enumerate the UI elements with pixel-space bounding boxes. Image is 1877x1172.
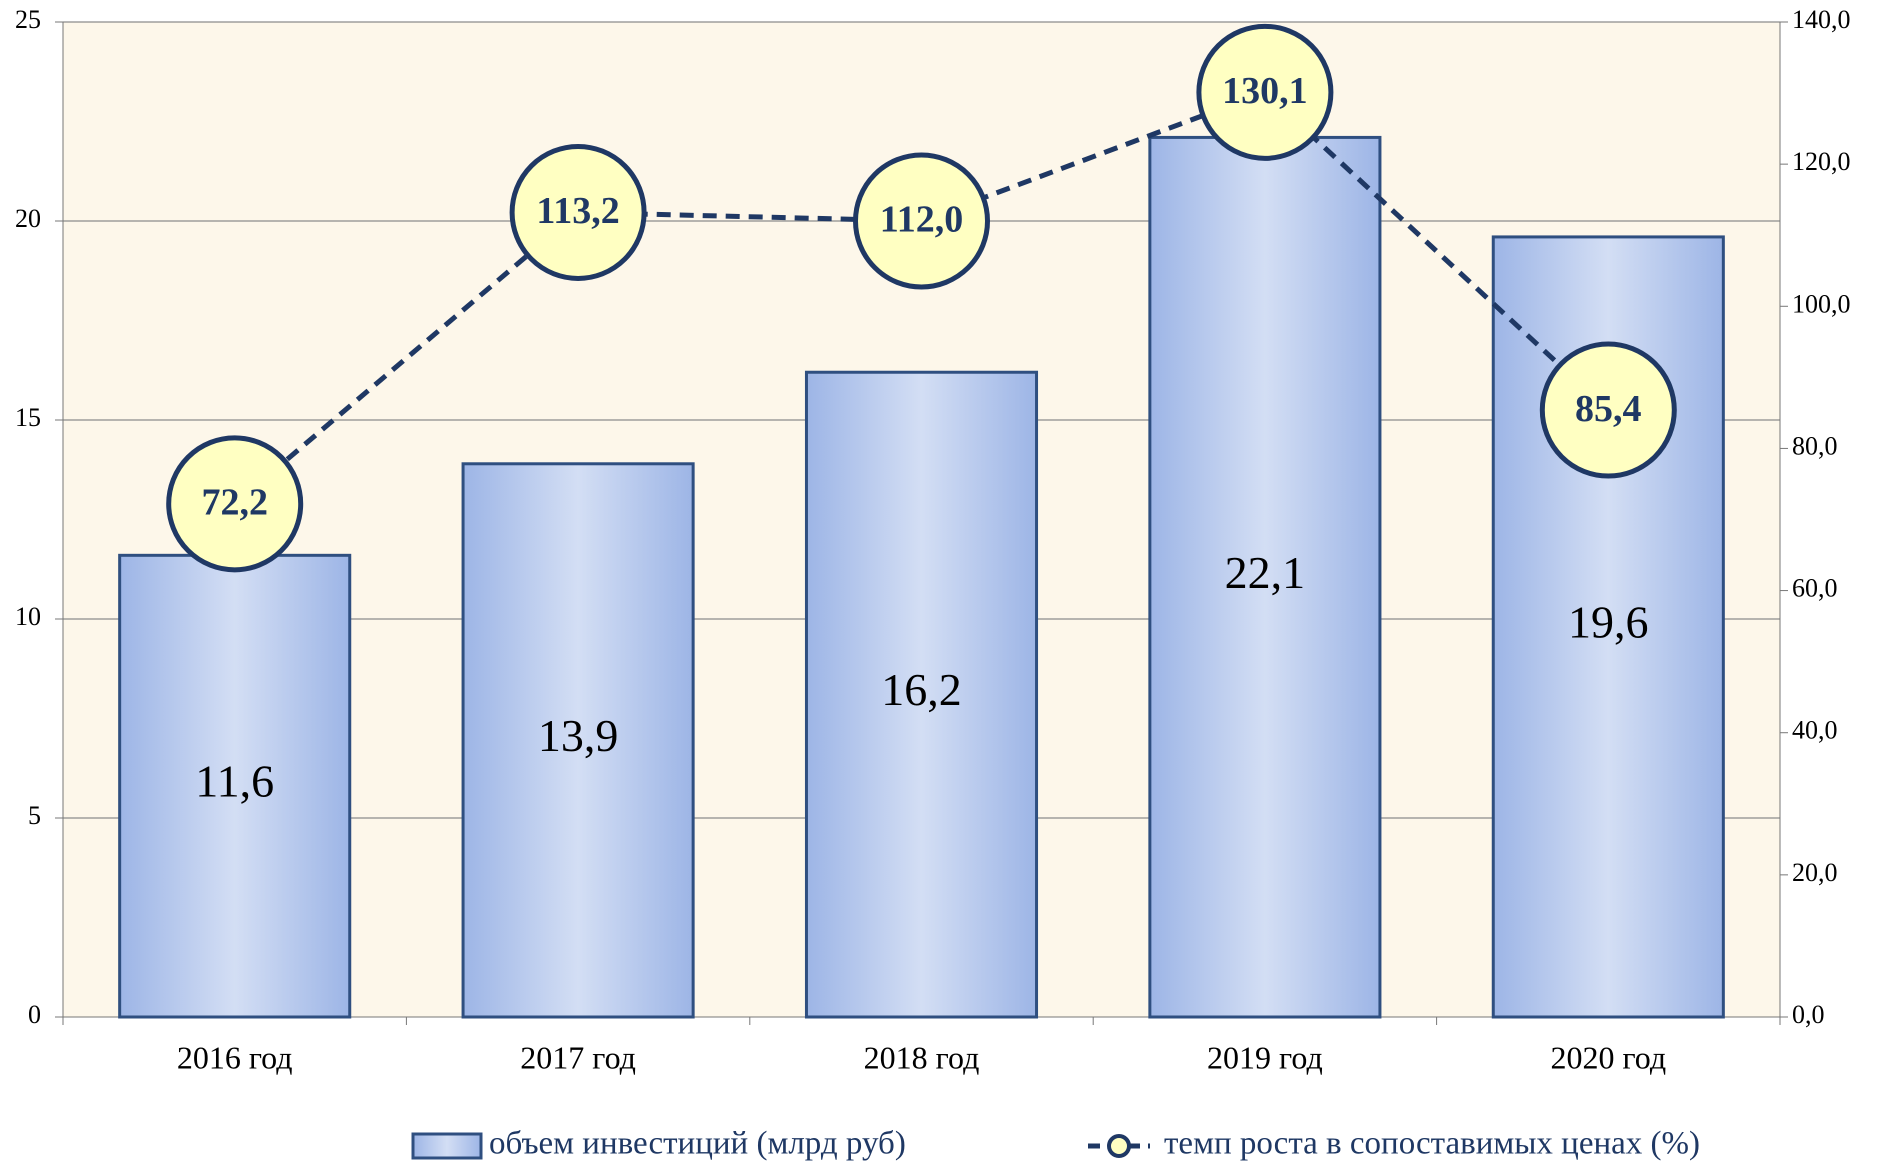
line-value-label: 85,4 bbox=[1575, 388, 1642, 430]
bar-value-label: 19,6 bbox=[1568, 597, 1649, 648]
x-tick-label: 2019 год bbox=[1207, 1039, 1323, 1075]
bar bbox=[461, 462, 695, 1019]
x-tick-label: 2020 год bbox=[1550, 1039, 1666, 1075]
line-marker bbox=[1539, 341, 1677, 479]
y2-tick-label: 100,0 bbox=[1792, 289, 1851, 318]
bar-value-label: 13,9 bbox=[538, 710, 619, 761]
y2-tick-label: 120,0 bbox=[1792, 147, 1851, 176]
line-marker bbox=[166, 435, 304, 573]
y2-tick-label: 140,0 bbox=[1792, 5, 1851, 34]
line-value-label: 112,0 bbox=[880, 199, 963, 241]
y2-tick-label: 80,0 bbox=[1792, 431, 1838, 460]
x-tick-label: 2016 год bbox=[177, 1039, 293, 1075]
line-marker bbox=[1196, 23, 1334, 161]
line-marker bbox=[509, 143, 647, 281]
bar bbox=[1148, 135, 1382, 1019]
bar-value-label: 11,6 bbox=[195, 756, 274, 807]
y-tick-label: 20 bbox=[15, 204, 41, 233]
y2-tick-label: 60,0 bbox=[1792, 574, 1838, 603]
legend-label: темп роста в сопоставимых ценах (%) bbox=[1164, 1126, 1700, 1162]
x-tick-label: 2017 год bbox=[520, 1039, 636, 1075]
bar-value-label: 16,2 bbox=[881, 664, 962, 715]
y-tick-label: 15 bbox=[15, 403, 41, 432]
line-value-label: 72,2 bbox=[201, 482, 268, 524]
y2-tick-label: 20,0 bbox=[1792, 858, 1838, 887]
legend-swatch bbox=[411, 1132, 483, 1160]
bar bbox=[118, 553, 352, 1019]
x-tick-label: 2018 год bbox=[864, 1039, 980, 1075]
line-value-label: 130,1 bbox=[1222, 70, 1308, 112]
y-tick-label: 0 bbox=[28, 1000, 41, 1029]
y-tick-label: 5 bbox=[28, 801, 41, 830]
legend-label: объем инвестиций (млрд руб) bbox=[489, 1126, 906, 1162]
y-tick-label: 10 bbox=[15, 602, 41, 631]
bar bbox=[804, 370, 1039, 1019]
y2-tick-label: 0,0 bbox=[1792, 1000, 1825, 1029]
y-tick-label: 25 bbox=[15, 5, 41, 34]
line-marker bbox=[853, 152, 990, 290]
y2-tick-label: 40,0 bbox=[1792, 716, 1838, 745]
legend-swatch-marker bbox=[1107, 1134, 1131, 1158]
line-value-label: 113,2 bbox=[536, 190, 619, 232]
bar-value-label: 22,1 bbox=[1225, 547, 1306, 598]
